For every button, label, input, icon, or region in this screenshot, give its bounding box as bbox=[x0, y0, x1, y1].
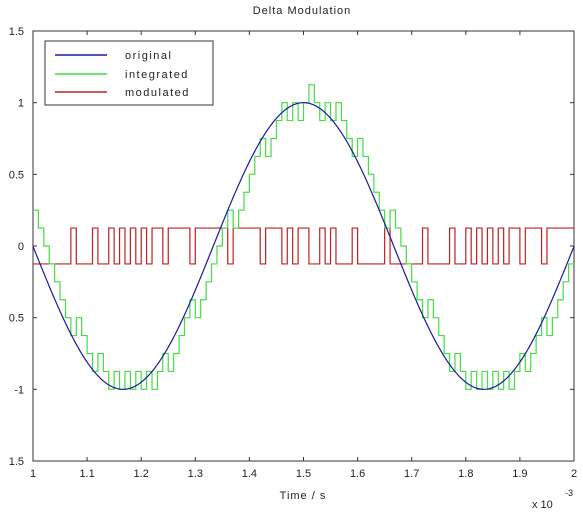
y-tick-label: 1 bbox=[18, 98, 24, 110]
series-modulated-line bbox=[33, 227, 574, 265]
legend: original integrated modulated bbox=[44, 40, 214, 106]
chart-title: Delta Modulation bbox=[253, 5, 352, 17]
y-tick-label: 0.5 bbox=[9, 313, 24, 325]
plot-lines bbox=[32, 84, 575, 390]
x-tick-label: 1.3 bbox=[188, 468, 203, 480]
y-tick-label: 1.5 bbox=[9, 456, 24, 468]
x-axis-multiplier-exponent: -3 bbox=[565, 488, 573, 498]
x-tick-label: 1.4 bbox=[242, 468, 257, 480]
x-tick-label: 1.6 bbox=[350, 468, 365, 480]
x-tick-label: 1.8 bbox=[458, 468, 473, 480]
y-axis-ticks: 1.5 1 0.5 0 0.5 -1 1.5 bbox=[9, 26, 574, 468]
x-tick-label: 1.9 bbox=[512, 468, 527, 480]
legend-label-original: original bbox=[125, 50, 172, 62]
legend-label-modulated: modulated bbox=[125, 87, 190, 99]
x-axis-multiplier: x 10 bbox=[532, 499, 553, 511]
y-tick-label: 1.5 bbox=[9, 26, 24, 38]
y-tick-label: -1 bbox=[14, 384, 24, 396]
series-original-line bbox=[32, 102, 575, 390]
x-tick-label: 1.5 bbox=[296, 468, 311, 480]
x-tick-label: 2 bbox=[571, 468, 577, 480]
x-tick-label: 1.2 bbox=[134, 468, 149, 480]
x-axis-multiplier-base: x 10 bbox=[532, 499, 553, 511]
legend-box bbox=[44, 40, 214, 106]
series-integrated-line bbox=[33, 84, 574, 390]
x-axis-label: Time / s bbox=[280, 490, 327, 502]
x-axis-ticks: 1 1.1 1.2 1.3 1.4 1.5 1.6 1.7 1.8 1.9 2 bbox=[30, 31, 577, 480]
legend-label-integrated: integrated bbox=[125, 69, 189, 81]
x-tick-label: 1 bbox=[30, 468, 36, 480]
x-tick-label: 1.7 bbox=[404, 468, 419, 480]
y-tick-label: 0.5 bbox=[9, 169, 24, 181]
y-tick-label: 0 bbox=[18, 241, 24, 253]
x-tick-label: 1.1 bbox=[79, 468, 94, 480]
